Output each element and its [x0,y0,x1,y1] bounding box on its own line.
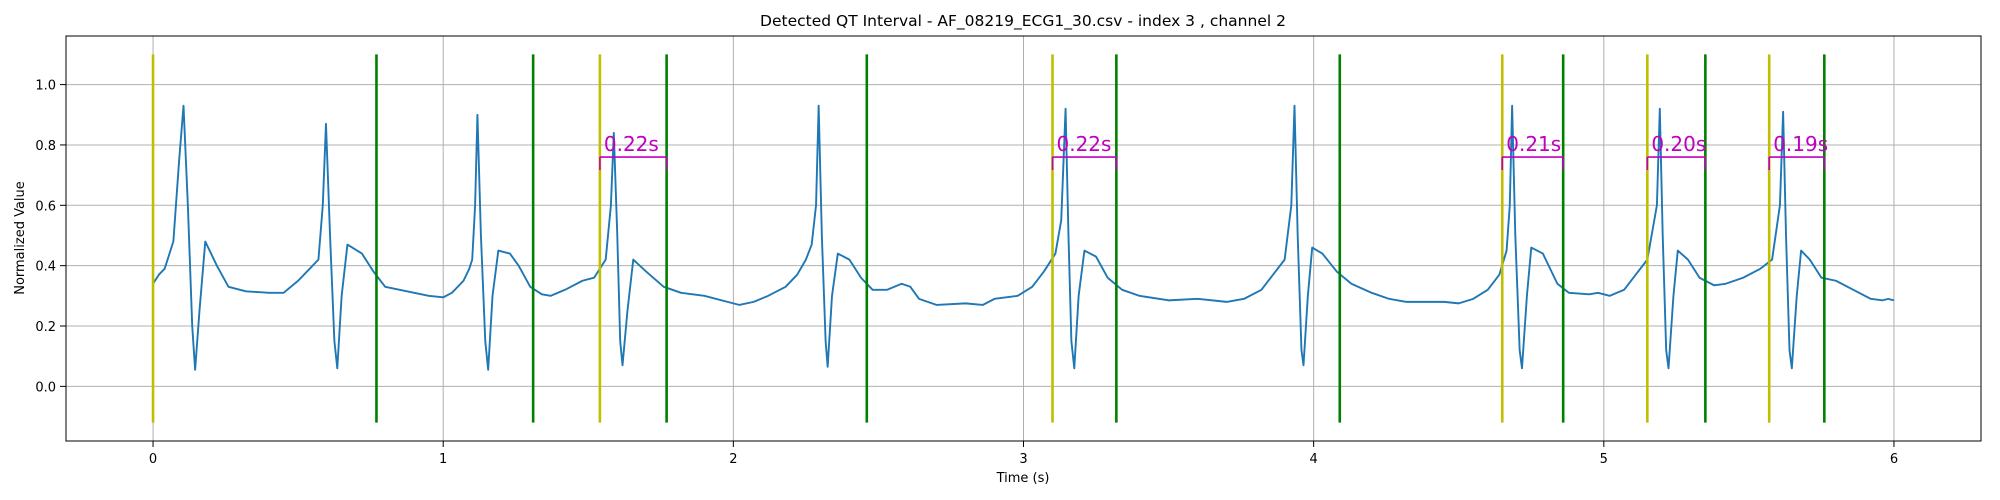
axes-frame [65,35,1982,442]
y-tick-label: 1.0 [35,79,56,94]
interval-label: 0.19s [1773,132,1828,156]
y-tick-label: 0.4 [35,260,56,275]
y-tick-label: 0.2 [35,320,56,335]
interval-label: 0.22s [1057,132,1112,156]
y-tick-label: 0.8 [35,139,56,154]
x-axis-label: Time (s) [996,471,1050,486]
interval-label: 0.20s [1651,132,1706,156]
y-axis-label: Normalized Value [13,181,28,295]
y-tick-label: 0.0 [35,380,56,395]
x-tick-label: 1 [439,452,447,467]
chart-title: Detected QT Interval - AF_08219_ECG1_30.… [760,12,1286,31]
y-tick-label: 0.6 [35,199,56,214]
interval-label: 0.22s [604,132,659,156]
x-tick-label: 0 [149,452,157,467]
x-tick-label: 4 [1310,452,1318,467]
x-tick-label: 6 [1890,452,1898,467]
x-tick-label: 5 [1600,452,1608,467]
interval-label: 0.21s [1506,132,1561,156]
x-tick-label: 3 [1019,452,1027,467]
x-tick-label: 2 [729,452,737,467]
